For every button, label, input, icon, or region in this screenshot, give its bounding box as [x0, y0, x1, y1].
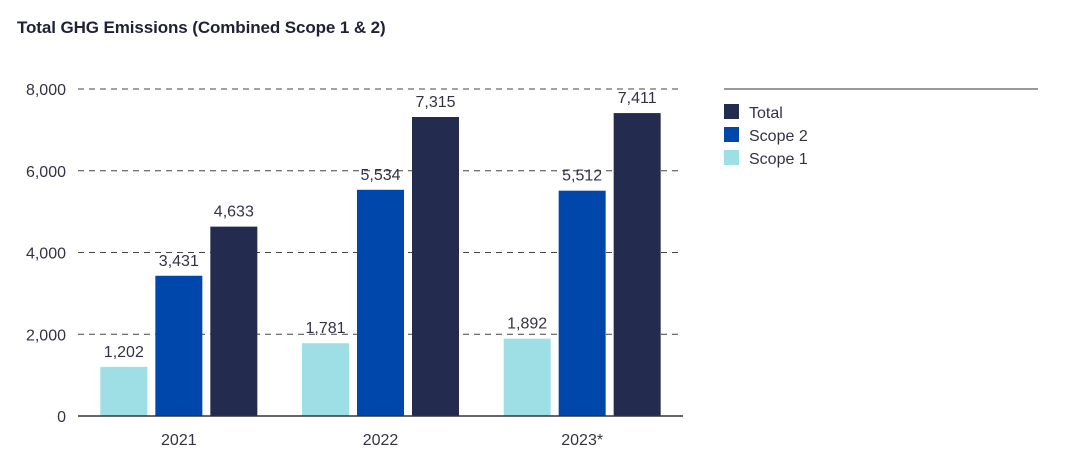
y-tick-label: 0 — [57, 409, 66, 426]
x-axis: 2021 2022 2023* — [78, 415, 683, 449]
legend-label: Scope 2 — [749, 128, 808, 145]
x-tick-label: 2021 — [161, 432, 197, 449]
bar — [100, 366, 148, 416]
bar — [613, 113, 661, 416]
y-tick-label: 8,000 — [26, 82, 66, 99]
data-label: 1,781 — [305, 320, 345, 337]
y-tick-label: 4,000 — [26, 246, 66, 263]
data-label: 5,512 — [562, 168, 602, 185]
legend-label: Scope 1 — [749, 151, 808, 168]
chart-title: Total GHG Emissions (Combined Scope 1 & … — [17, 18, 386, 37]
legend-label: Total — [749, 105, 783, 122]
bars: 1,202 3,431 4,633 1,781 5,534 7,315 1,892 5,512… — [100, 90, 661, 416]
x-tick-label: 2023* — [561, 432, 603, 449]
data-label: 7,315 — [415, 94, 455, 111]
data-label: 1,202 — [104, 344, 144, 361]
data-label: 1,892 — [507, 316, 547, 333]
bar — [357, 189, 404, 416]
bar — [210, 226, 258, 416]
bar — [412, 116, 459, 416]
data-label: 7,411 — [618, 90, 657, 107]
data-label: 3,431 — [159, 253, 199, 270]
data-label: 5,534 — [360, 167, 400, 184]
y-tick-label: 2,000 — [26, 327, 66, 344]
bar — [503, 338, 551, 416]
legend: Total Scope 2 Scope 1 — [724, 88, 1038, 168]
x-tick-label: 2022 — [363, 432, 399, 449]
bar — [558, 190, 606, 416]
legend-swatch — [724, 127, 739, 142]
bar — [155, 275, 203, 416]
legend-swatch — [724, 104, 739, 119]
legend-swatch — [724, 150, 739, 165]
y-tick-label: 6,000 — [26, 164, 66, 181]
bar — [302, 343, 349, 416]
data-label: 4,633 — [214, 204, 254, 221]
y-axis: 0 2,000 4,000 6,000 8,000 — [26, 82, 66, 426]
